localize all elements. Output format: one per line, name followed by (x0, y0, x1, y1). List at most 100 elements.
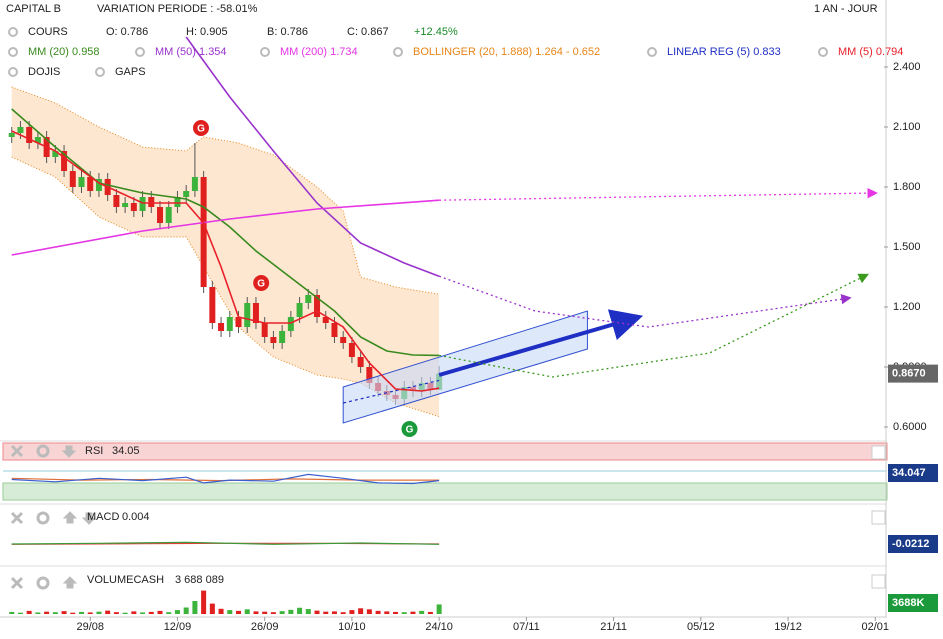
x-tick-label: 24/10 (425, 621, 453, 633)
gear-icon (260, 47, 270, 57)
volume-tag (888, 594, 938, 612)
volume-tag-label: 3688K (892, 597, 924, 609)
candle-body (87, 177, 94, 191)
gear-icon[interactable] (8, 67, 18, 77)
gear-icon[interactable] (8, 27, 18, 37)
regression-line (343, 379, 440, 404)
volume-bar (44, 611, 50, 614)
y-tick-label: 1.200 (893, 301, 921, 313)
candle-body (235, 317, 242, 327)
volume-bar (340, 612, 346, 614)
candle-body (26, 127, 33, 143)
x-tick-label: 10/10 (338, 621, 366, 633)
legend-item: LINEAR REG (5) 0.833 (667, 46, 781, 58)
x-tick-label: 21/11 (600, 621, 627, 633)
volume-bar (410, 611, 416, 614)
checkbox[interactable] (871, 445, 886, 460)
moving-average (11, 199, 440, 256)
volume-bar (375, 610, 381, 614)
quote-item: B: 0.786 (267, 26, 308, 38)
checkbox[interactable] (871, 574, 886, 589)
volume-bar (166, 612, 172, 614)
volume-bar (227, 610, 233, 614)
y-tick-label: 2.400 (893, 61, 921, 73)
volume-bar (358, 608, 364, 614)
volume-bar (270, 612, 276, 614)
projection (438, 273, 869, 378)
x-tick-label: 05/12 (687, 621, 715, 633)
candle-body (130, 203, 137, 211)
volume-bar (314, 610, 320, 614)
volume-bar (436, 604, 442, 614)
gear-icon (393, 47, 403, 57)
candle-body (244, 303, 251, 327)
gear-icon (818, 47, 828, 57)
signal-marker (401, 421, 418, 437)
volume-bar (419, 610, 425, 614)
volume-bar (201, 590, 207, 614)
gear-icon[interactable] (95, 67, 105, 77)
candle-body (122, 203, 129, 207)
legend-name: MM (50) (155, 46, 196, 58)
bollinger-upper (11, 86, 440, 295)
volume-bar (236, 610, 242, 614)
legend-item: MM (50) 1.354 (155, 46, 227, 58)
volume-bar (61, 611, 67, 614)
candle-body (183, 191, 190, 197)
rsi-value: 34.05 (112, 445, 140, 457)
volume-bar (288, 609, 294, 614)
volume-bar (192, 601, 198, 614)
volume-bar (96, 611, 102, 614)
y-tick-label: 0.6000 (893, 421, 927, 433)
candle-body (261, 323, 268, 337)
legend-value: 0.794 (876, 46, 904, 58)
volume-bar (79, 611, 85, 614)
last-price-tag (888, 364, 938, 383)
legend-name: LINEAR REG (5) (667, 46, 750, 58)
legend-name: MM (5) (838, 46, 873, 58)
volume-bar (26, 610, 32, 614)
legend-name: MM (20) (28, 46, 69, 58)
candle-body (226, 317, 233, 331)
x-tick-label: 12/09 (164, 621, 192, 633)
moving-average (11, 130, 440, 392)
volume-bar (305, 609, 311, 614)
volume-bar (253, 611, 259, 614)
signal-marker (253, 275, 270, 291)
moving-average (185, 36, 440, 277)
legend-value: 1.734 (330, 46, 358, 58)
legend-value: 0.833 (753, 46, 781, 58)
candle-body (252, 303, 259, 323)
legend-item: MM (20) 0.958 (28, 46, 100, 58)
volume-bar (218, 608, 224, 614)
macd-name: MACD (87, 511, 119, 523)
x-tick-label: 29/08 (76, 621, 104, 633)
rsi-line (11, 473, 440, 485)
checkbox[interactable] (871, 510, 886, 525)
volume-value: 3 688 089 (175, 574, 224, 586)
panel-icons[interactable] (10, 444, 97, 590)
candle-body (200, 177, 207, 287)
candle-body (191, 177, 198, 191)
candle-body (17, 127, 24, 133)
projection (438, 275, 852, 328)
signal-label: G (257, 279, 265, 290)
volume-bar (401, 612, 407, 614)
legend-value: 1.354 (199, 46, 227, 58)
volume-bar (331, 611, 337, 614)
candle-body (165, 207, 172, 223)
candle-body (8, 133, 15, 137)
candle-body (209, 287, 216, 323)
volume-bar (262, 611, 268, 614)
legend-name: BOLLINGER (20, 1.888) (413, 46, 532, 58)
legend-item: BOLLINGER (20, 1.888) 1.264 - 0.652 (413, 46, 600, 58)
candle-body (61, 151, 68, 171)
quote-item: O: 0.786 (106, 26, 148, 38)
x-tick-label: 26/09 (251, 621, 279, 633)
rsi-tag (888, 464, 938, 482)
quote-item: H: 0.905 (186, 26, 228, 38)
volume-bar (157, 610, 163, 614)
volume-bar (35, 612, 41, 614)
legend-item: MM (200) 1.734 (280, 46, 358, 58)
